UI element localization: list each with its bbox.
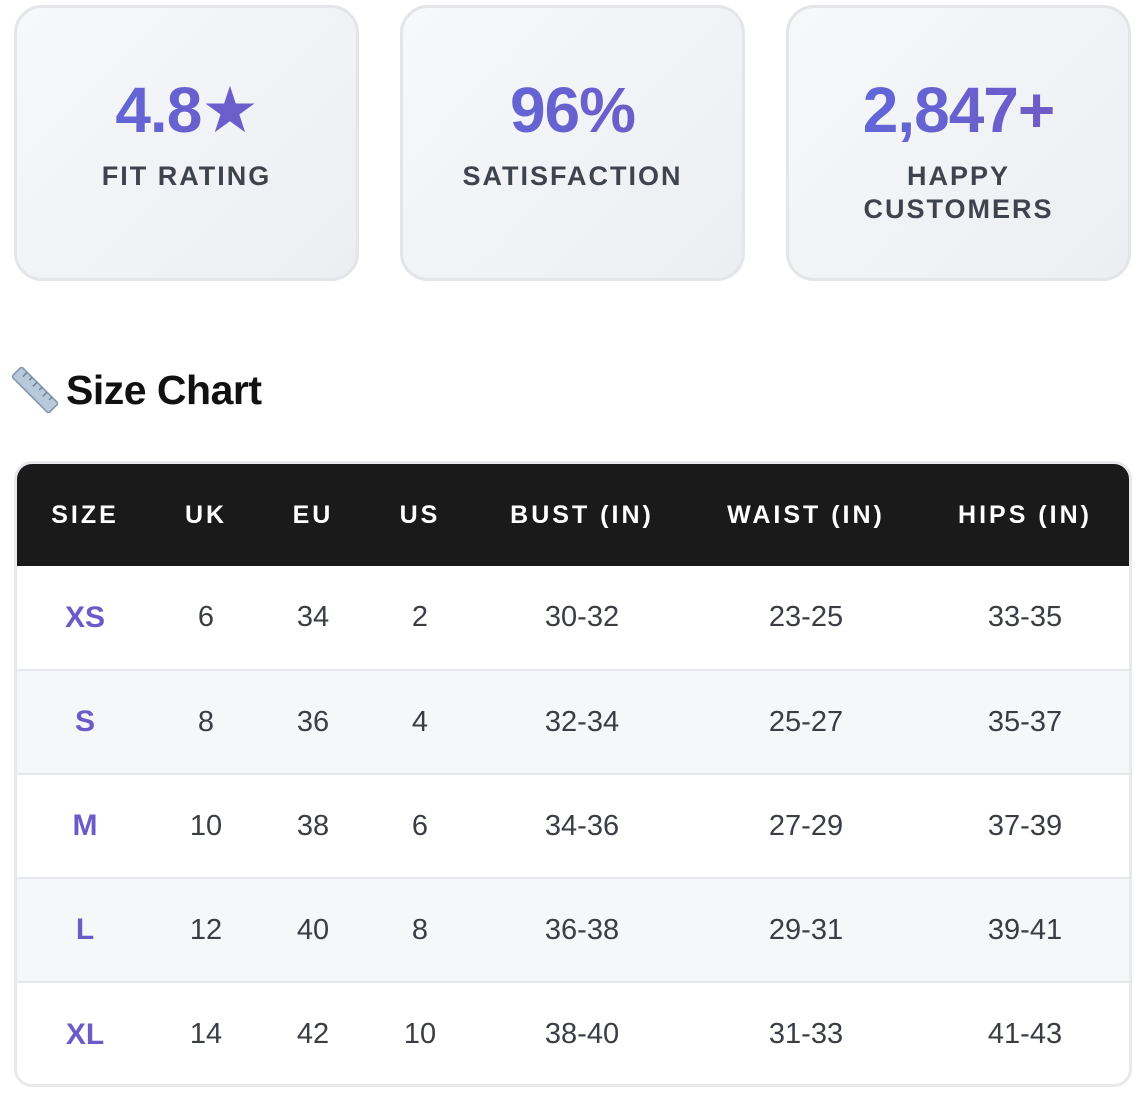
us-cell: 2: [411, 601, 429, 633]
eu-cell: 40: [296, 913, 330, 946]
fit-rating-value: 4.8★: [17, 74, 356, 146]
stat-card-satisfaction: 96% Satisfaction: [400, 5, 745, 281]
waist-cell: 25-27: [768, 705, 844, 738]
table-row: S 8 36 4 32-34 25-27 35-37: [17, 670, 1129, 774]
waist-cell: 27-29: [768, 809, 844, 842]
size-cell: XS: [64, 600, 106, 634]
happy-customers-label: Happy Customers: [863, 161, 1054, 224]
size-cell: L: [75, 913, 95, 946]
eu-cell: 36: [296, 705, 330, 738]
fit-rating-label: Fit Rating: [101, 161, 272, 191]
header-waist: Waist (in): [727, 500, 885, 529]
bust-cell: 34-36: [544, 809, 620, 842]
uk-cell: 12: [189, 913, 223, 946]
header-bust: Bust (in): [510, 500, 654, 529]
header-uk: UK: [184, 500, 228, 529]
hips-cell: 39-41: [987, 913, 1063, 946]
bust-cell: 32-34: [544, 705, 620, 738]
header-eu: EU: [292, 500, 334, 529]
table-row: XL 14 42 10 38-40 31-33 41-43: [17, 982, 1129, 1084]
us-cell: 10: [403, 1018, 437, 1050]
table-row: XS 6 34 2 30-32 23-25 33-35: [17, 566, 1129, 670]
uk-cell: 10: [189, 809, 223, 842]
size-chart-heading: Size Chart: [11, 364, 262, 416]
hips-cell: 37-39: [987, 809, 1063, 842]
size-cell: S: [74, 705, 95, 738]
satisfaction-label: Satisfaction: [462, 161, 683, 191]
header-hips: Hips (in): [958, 500, 1092, 529]
happy-customers-value: 2,847+: [789, 74, 1128, 146]
uk-cell: 14: [189, 1018, 223, 1050]
waist-cell: 23-25: [768, 601, 844, 633]
us-cell: 8: [411, 913, 429, 946]
hips-cell: 35-37: [987, 705, 1063, 738]
table-row: M 10 38 6 34-36 27-29 37-39: [17, 774, 1129, 878]
section-title: Size Chart: [66, 366, 262, 413]
stats-row: 4.8★ Fit Rating 96% Satisfaction 2,847+ …: [14, 5, 1132, 281]
bust-cell: 30-32: [544, 601, 620, 633]
header-size: Size: [51, 500, 119, 529]
satisfaction-value: 96%: [403, 74, 742, 146]
waist-cell: 31-33: [768, 1018, 844, 1050]
uk-cell: 6: [197, 601, 215, 633]
size-cell: M: [72, 809, 98, 842]
hips-cell: 33-35: [987, 601, 1063, 633]
waist-cell: 29-31: [768, 913, 844, 946]
hips-cell: 41-43: [987, 1018, 1063, 1050]
bust-cell: 36-38: [544, 913, 620, 946]
table-header-row: Size UK EU US Bust (in) Waist (in) Hips …: [17, 464, 1129, 566]
uk-cell: 8: [197, 705, 215, 738]
table-row: L 12 40 8 36-38 29-31 39-41: [17, 878, 1129, 982]
eu-cell: 38: [296, 809, 330, 842]
eu-cell: 42: [296, 1018, 330, 1050]
us-cell: 4: [411, 705, 429, 738]
eu-cell: 34: [296, 601, 330, 633]
size-cell: XL: [65, 1017, 105, 1051]
size-chart-table: Size UK EU US Bust (in) Waist (in) Hips …: [17, 464, 1129, 1084]
header-us: US: [399, 500, 441, 529]
stat-card-happy-customers: 2,847+ Happy Customers: [786, 5, 1131, 281]
stat-card-fit-rating: 4.8★ Fit Rating: [14, 5, 359, 281]
size-chart-table-container: Size UK EU US Bust (in) Waist (in) Hips …: [14, 461, 1132, 1087]
ruler-icon: [11, 366, 59, 414]
bust-cell: 38-40: [544, 1018, 620, 1050]
us-cell: 6: [411, 809, 429, 842]
